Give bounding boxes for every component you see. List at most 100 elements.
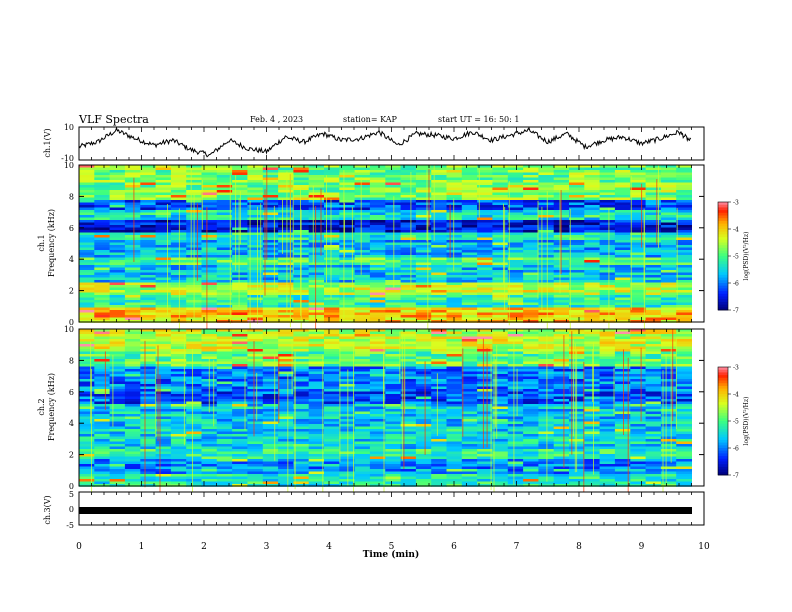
spectrogram-cell	[385, 336, 402, 340]
spectrogram-cell	[293, 346, 310, 350]
spectrogram-cell	[477, 366, 493, 370]
spectrogram-cell	[94, 167, 111, 171]
spectrogram-cell	[262, 277, 279, 281]
spectrogram-cell	[170, 359, 187, 362]
spectrogram-cell	[308, 255, 325, 258]
spectrogram-cell	[369, 469, 386, 472]
spectrogram-cell	[109, 307, 126, 311]
spectrogram-cell	[492, 354, 509, 357]
spectrogram-cell	[232, 297, 248, 301]
spectrogram-cell	[278, 416, 294, 420]
spectrogram-cell	[645, 272, 662, 276]
spectrogram-cell	[415, 421, 432, 425]
spectrogram-streak	[643, 210, 645, 349]
spectrogram-cell	[262, 197, 279, 201]
spectrogram-cell	[170, 200, 187, 203]
spectrogram-cell	[569, 310, 585, 313]
spectrogram-cell	[400, 257, 417, 261]
spectrogram-cell	[461, 207, 478, 211]
spectrogram-cell	[186, 416, 202, 420]
spectrogram-cell	[446, 459, 463, 462]
spectrogram-cell	[660, 295, 677, 298]
spectrogram-cell	[79, 222, 95, 226]
spectrogram-cell	[201, 180, 218, 183]
spectrogram-cell	[278, 300, 294, 303]
spectrogram-cell	[676, 245, 692, 248]
spectrogram-cell	[140, 386, 157, 390]
spectrogram-cell	[431, 260, 447, 263]
spectrogram-streak	[658, 165, 659, 248]
spectrogram-cell	[507, 172, 524, 176]
spectrogram-cell	[140, 192, 157, 196]
spectrogram-cell	[415, 369, 432, 372]
spectrogram-cell	[477, 275, 493, 278]
spectrogram-cell	[278, 429, 294, 432]
spectrogram-cell	[400, 374, 417, 377]
spectrogram-cell	[94, 444, 111, 447]
spectrogram-cell	[584, 207, 601, 211]
spectrogram-cell	[676, 310, 692, 313]
spectrogram-cell	[339, 401, 356, 405]
spectrogram-cell	[492, 359, 509, 362]
spectrogram-cell	[124, 371, 141, 375]
spectrogram-cell	[507, 471, 524, 475]
spectrogram-cell	[492, 344, 509, 347]
spectrogram-cell	[660, 366, 677, 370]
spectrogram-cell	[660, 285, 677, 288]
spectrogram-cell	[660, 220, 677, 223]
spectrogram-cell	[492, 185, 509, 188]
spectrogram-cell	[278, 222, 294, 226]
spectrogram-cell	[354, 474, 371, 477]
spectrogram-cell	[461, 195, 478, 198]
spectrogram-cell	[630, 200, 647, 203]
spectrogram-cell	[431, 275, 447, 278]
spectrogram-cell	[170, 411, 187, 415]
spectrogram-cell	[446, 315, 463, 318]
spectrogram-cell	[140, 172, 157, 176]
spectrogram-cell	[676, 257, 692, 261]
spectrogram-cell	[339, 366, 356, 370]
spectrogram-cell	[400, 227, 417, 231]
spectrogram-cell	[400, 421, 417, 425]
spectrogram-cell	[446, 439, 463, 442]
spectrogram-cell	[124, 245, 141, 248]
spectrogram-cell	[247, 476, 264, 480]
spectrogram-cell	[492, 207, 509, 211]
spectrogram-cell	[446, 185, 463, 188]
spectrogram-cell	[262, 469, 279, 472]
spectrogram-cell	[400, 212, 417, 216]
spectrogram-cell	[140, 421, 157, 425]
spectrogram-cell	[308, 454, 325, 457]
spectrogram-cell	[400, 464, 417, 467]
spectrogram-cell	[599, 376, 616, 380]
spectrogram-cell	[369, 307, 386, 311]
spectrogram-cell	[94, 456, 111, 460]
spectrogram-cell	[614, 416, 631, 420]
spectrogram-cell	[232, 167, 248, 171]
spectrogram-cell	[538, 461, 555, 465]
spectrogram-cell	[94, 265, 111, 268]
spectrogram-cell	[507, 280, 524, 283]
spectrogram-cell	[324, 237, 340, 241]
spectrogram-cell	[140, 436, 157, 440]
spectrogram-cell	[523, 310, 539, 313]
spectrogram-cell	[155, 190, 172, 193]
spectrogram-cell	[446, 354, 463, 357]
spectrogram-cell	[385, 267, 402, 271]
spectrogram-cell	[354, 187, 371, 191]
spectrogram-cell	[446, 225, 463, 228]
spectrogram-cell	[369, 277, 386, 281]
spectrogram-cell	[324, 339, 340, 342]
spectrogram-cell	[278, 205, 294, 208]
spectrogram-cell	[262, 434, 279, 437]
spectrogram-cell	[354, 275, 371, 278]
spectrogram-cell	[446, 195, 463, 198]
spectrogram-cell	[507, 426, 524, 430]
spectrogram-cell	[278, 384, 294, 387]
spectrogram-cell	[155, 351, 172, 355]
spectrogram-cell	[155, 476, 172, 480]
spectrogram-cell	[79, 177, 95, 181]
spectrogram-cell	[538, 349, 555, 352]
spectrogram-cell	[431, 406, 447, 410]
spectrogram-cell	[232, 371, 248, 375]
